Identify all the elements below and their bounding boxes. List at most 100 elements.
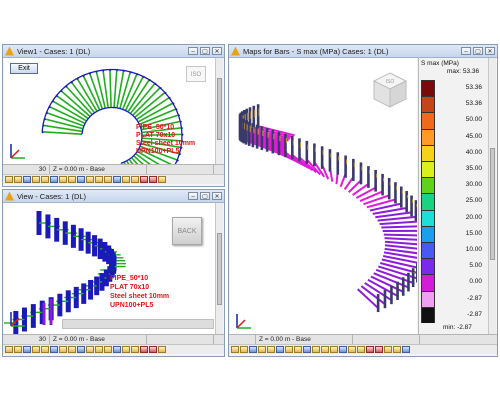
tool-save-icon[interactable] bbox=[14, 176, 22, 183]
tool-measure-icon[interactable] bbox=[122, 176, 130, 183]
view2-titlebar[interactable]: View - Cases: 1 (DL) – ▢ ✕ bbox=[3, 190, 224, 203]
maximize-button[interactable]: ▢ bbox=[473, 47, 483, 55]
stress-member bbox=[381, 225, 417, 229]
stair-tread bbox=[136, 150, 160, 164]
tool-delete-icon[interactable] bbox=[149, 346, 157, 353]
tool-snap-icon[interactable] bbox=[104, 176, 112, 183]
view2-status-level: Z = 0.00 m - Base bbox=[50, 335, 147, 344]
colorbar-panel: S max (MPa) max: 53.36 53.36 53.36 50.00 45… bbox=[418, 58, 491, 334]
tool-window-icon[interactable] bbox=[402, 346, 410, 353]
tool-results-icon[interactable] bbox=[366, 346, 374, 353]
tool-rotate-icon[interactable] bbox=[50, 346, 58, 353]
tool-open-icon[interactable] bbox=[5, 346, 13, 353]
tool-section-icon[interactable] bbox=[68, 176, 76, 183]
minimize-button[interactable]: – bbox=[188, 192, 198, 200]
tool-layer-icon[interactable] bbox=[113, 176, 121, 183]
view1-canvas[interactable]: Exit ISO PIPE_50*10 PLAT 70x10 Steel she… bbox=[4, 58, 215, 164]
view-cube-icon[interactable]: ISO bbox=[370, 70, 410, 110]
tool-select-icon[interactable] bbox=[59, 346, 67, 353]
tool-save-icon[interactable] bbox=[14, 346, 22, 353]
outer-stringer bbox=[164, 92, 170, 99]
close-button[interactable]: ✕ bbox=[485, 47, 495, 55]
colorbar-value-label: 15.00 bbox=[465, 229, 482, 237]
tool-filter-icon[interactable] bbox=[86, 346, 94, 353]
tool-snap-icon[interactable] bbox=[104, 346, 112, 353]
inner-stringer bbox=[94, 110, 98, 114]
tool-zoom-icon[interactable] bbox=[32, 346, 40, 353]
maps-vertical-scrollbar[interactable] bbox=[488, 58, 496, 334]
tool-pan-icon[interactable] bbox=[267, 346, 275, 353]
tool-print-icon[interactable] bbox=[357, 346, 365, 353]
tool-filter-icon[interactable] bbox=[312, 346, 320, 353]
back-button[interactable]: BACK bbox=[172, 217, 202, 245]
tool-zoom-icon[interactable] bbox=[32, 176, 40, 183]
tool-options-icon[interactable] bbox=[393, 346, 401, 353]
stress-member bbox=[366, 198, 396, 209]
tool-save-icon[interactable] bbox=[240, 346, 248, 353]
colorbar-cell bbox=[421, 290, 435, 307]
maps-title: Maps for Bars - S max (MPa) Cases: 1 (DL… bbox=[243, 46, 389, 56]
view1-statusbar: 30 Z = 0.00 m - Base bbox=[3, 164, 224, 174]
tool-display-icon[interactable] bbox=[77, 176, 85, 183]
tool-rotate-icon[interactable] bbox=[276, 346, 284, 353]
view1-vertical-scrollbar[interactable] bbox=[215, 58, 223, 164]
tool-results-icon[interactable] bbox=[140, 346, 148, 353]
minimize-button[interactable]: – bbox=[188, 47, 198, 55]
tool-open-icon[interactable] bbox=[5, 176, 13, 183]
tool-delete-icon[interactable] bbox=[149, 176, 157, 183]
stringer-node bbox=[41, 131, 44, 134]
tool-print-icon[interactable] bbox=[131, 176, 139, 183]
view-cube-icon[interactable]: ISO bbox=[186, 66, 206, 82]
tool-delete-icon[interactable] bbox=[375, 346, 383, 353]
inner-stringer bbox=[99, 108, 103, 111]
tool-help-icon[interactable] bbox=[384, 346, 392, 353]
tool-help-icon[interactable] bbox=[158, 176, 166, 183]
maximize-button[interactable]: ▢ bbox=[200, 192, 210, 200]
view1-titlebar[interactable]: View1 - Cases: 1 (DL) – ▢ ✕ bbox=[3, 45, 224, 58]
tool-layer-icon[interactable] bbox=[339, 346, 347, 353]
tool-view-icon[interactable] bbox=[23, 176, 31, 183]
minimize-button[interactable]: – bbox=[461, 47, 471, 55]
tool-layer-icon[interactable] bbox=[113, 346, 121, 353]
outer-stringer bbox=[55, 90, 62, 96]
maximize-button[interactable]: ▢ bbox=[200, 47, 210, 55]
close-button[interactable]: ✕ bbox=[212, 47, 222, 55]
tool-grid-icon[interactable] bbox=[95, 176, 103, 183]
tool-snap-icon[interactable] bbox=[330, 346, 338, 353]
view2-canvas[interactable]: BACK PIPE_50*10 PLAT 70x10 Steel sheet 1… bbox=[4, 203, 215, 334]
tool-select-icon[interactable] bbox=[285, 346, 293, 353]
tool-pan-icon[interactable] bbox=[41, 346, 49, 353]
inner-stringer bbox=[128, 157, 132, 160]
tool-open-icon[interactable] bbox=[231, 346, 239, 353]
tool-pan-icon[interactable] bbox=[41, 176, 49, 183]
tool-view-icon[interactable] bbox=[249, 346, 257, 353]
tool-results-icon[interactable] bbox=[140, 176, 148, 183]
tool-grid-icon[interactable] bbox=[321, 346, 329, 353]
maps-titlebar[interactable]: Maps for Bars - S max (MPa) Cases: 1 (DL… bbox=[229, 45, 497, 58]
inner-stringer bbox=[119, 107, 123, 110]
stress-member bbox=[364, 282, 392, 302]
tool-zoom-icon[interactable] bbox=[258, 346, 266, 353]
tool-view-icon[interactable] bbox=[23, 346, 31, 353]
stress-member bbox=[347, 179, 362, 193]
tool-section-icon[interactable] bbox=[68, 346, 76, 353]
tool-display-icon[interactable] bbox=[303, 346, 311, 353]
tool-rotate-icon[interactable] bbox=[50, 176, 58, 183]
tool-grid-icon[interactable] bbox=[95, 346, 103, 353]
outer-stringer bbox=[76, 74, 84, 79]
tool-print-icon[interactable] bbox=[131, 346, 139, 353]
exit-button[interactable]: Exit bbox=[10, 63, 38, 74]
tool-filter-icon[interactable] bbox=[86, 176, 94, 183]
tool-measure-icon[interactable] bbox=[348, 346, 356, 353]
close-button[interactable]: ✕ bbox=[212, 192, 222, 200]
maps-canvas[interactable]: ISO bbox=[230, 58, 417, 334]
tool-measure-icon[interactable] bbox=[122, 346, 130, 353]
view2-vertical-scrollbar[interactable] bbox=[215, 203, 223, 334]
inner-stringer bbox=[116, 107, 121, 110]
tool-help-icon[interactable] bbox=[158, 346, 166, 353]
tool-display-icon[interactable] bbox=[77, 346, 85, 353]
inner-stringer bbox=[102, 107, 106, 110]
tool-select-icon[interactable] bbox=[59, 176, 67, 183]
stair-tread bbox=[102, 69, 109, 108]
tool-section-icon[interactable] bbox=[294, 346, 302, 353]
